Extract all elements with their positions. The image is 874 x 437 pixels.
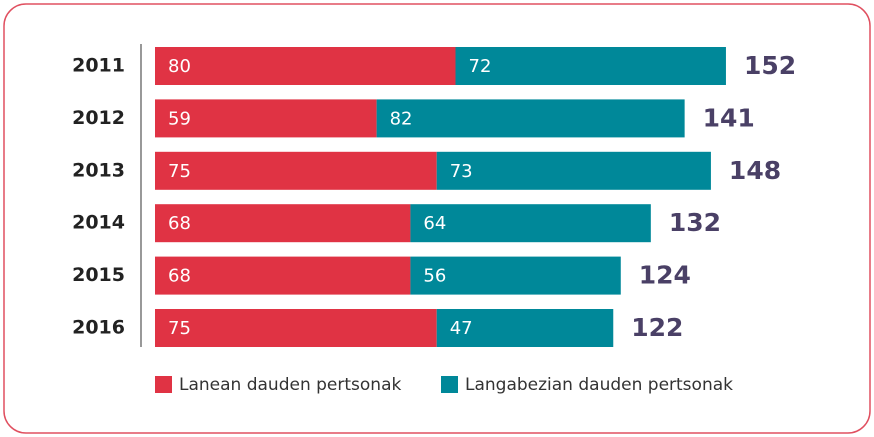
bar-segment (410, 256, 621, 295)
data-label: 73 (450, 161, 473, 182)
bar-segment (155, 256, 411, 295)
bar-segment (376, 99, 685, 138)
y-tick-label: 2014 (72, 212, 125, 234)
data-label: 59 (168, 108, 191, 129)
bar-segment (155, 47, 456, 85)
data-label: 64 (423, 213, 446, 234)
y-tick-label: 2015 (72, 264, 125, 286)
legend-label: Langabezian dauden pertsonak (465, 375, 733, 395)
data-label: 75 (168, 318, 191, 339)
bar-segment (155, 309, 437, 347)
total-label: 132 (669, 208, 721, 237)
data-label: 72 (469, 56, 492, 77)
y-tick-label: 2012 (72, 107, 125, 129)
bar-segment (155, 151, 437, 190)
legend-label: Lanean dauden pertsonak (179, 375, 401, 395)
bar-segment (155, 204, 411, 243)
data-label: 68 (168, 213, 191, 234)
bar-segment (436, 309, 614, 347)
data-label: 56 (423, 266, 446, 287)
bar-segment (436, 151, 711, 190)
data-label: 47 (450, 318, 473, 339)
legend-swatch (155, 376, 172, 393)
legend-swatch (441, 376, 458, 393)
total-label: 141 (703, 103, 755, 132)
bar-segment (155, 99, 377, 138)
total-label: 122 (631, 313, 683, 342)
bar-segment (410, 204, 651, 243)
y-tick-label: 2013 (72, 159, 125, 181)
y-tick-label: 2016 (72, 317, 125, 339)
total-label: 152 (744, 51, 796, 80)
data-label: 80 (168, 56, 191, 77)
data-label: 75 (168, 161, 191, 182)
bar-segment (455, 47, 726, 85)
total-label: 148 (729, 156, 781, 185)
y-tick-label: 2011 (72, 55, 125, 77)
total-label: 124 (639, 261, 691, 290)
data-label: 68 (168, 266, 191, 287)
data-label: 82 (390, 108, 413, 129)
